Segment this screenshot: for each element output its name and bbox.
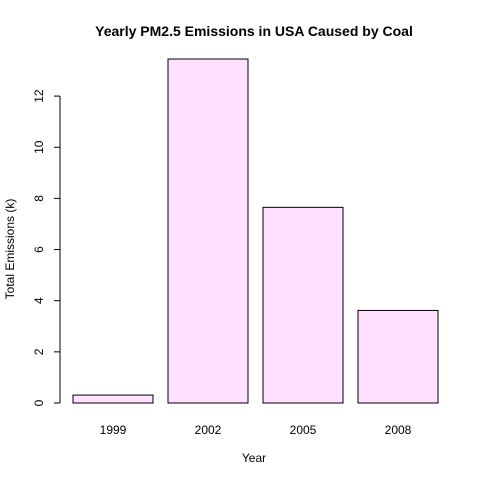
- y-tick-label-10: 10: [32, 140, 46, 154]
- x-tick-label-2005: 2005: [290, 423, 317, 437]
- x-tick-label-2008: 2008: [385, 423, 412, 437]
- y-tick-label-12: 12: [32, 89, 46, 103]
- y-tick-label-4: 4: [32, 297, 46, 304]
- bar-2005: [262, 206, 344, 404]
- x-tick-label-1999: 1999: [100, 423, 127, 437]
- y-tick-label-6: 6: [32, 246, 46, 253]
- bars-group: [72, 58, 439, 404]
- y-axis-label: Total Emissions (k): [3, 199, 17, 300]
- y-tick-label-8: 8: [32, 195, 46, 202]
- y-tick-label-0: 0: [32, 399, 46, 406]
- x-tick-label-2002: 2002: [195, 423, 222, 437]
- bar-2002: [167, 58, 249, 404]
- y-tick-label-2: 2: [32, 348, 46, 355]
- y-axis-ticks: 0 2 4 6 8 10 12: [32, 89, 60, 406]
- x-axis-label: Year: [242, 451, 266, 465]
- x-axis-tick-labels: 1999 2002 2005 2008: [100, 423, 412, 437]
- bar-2008: [357, 309, 439, 404]
- chart-title: Yearly PM2.5 Emissions in USA Caused by …: [95, 23, 413, 39]
- bar-1999: [72, 394, 154, 404]
